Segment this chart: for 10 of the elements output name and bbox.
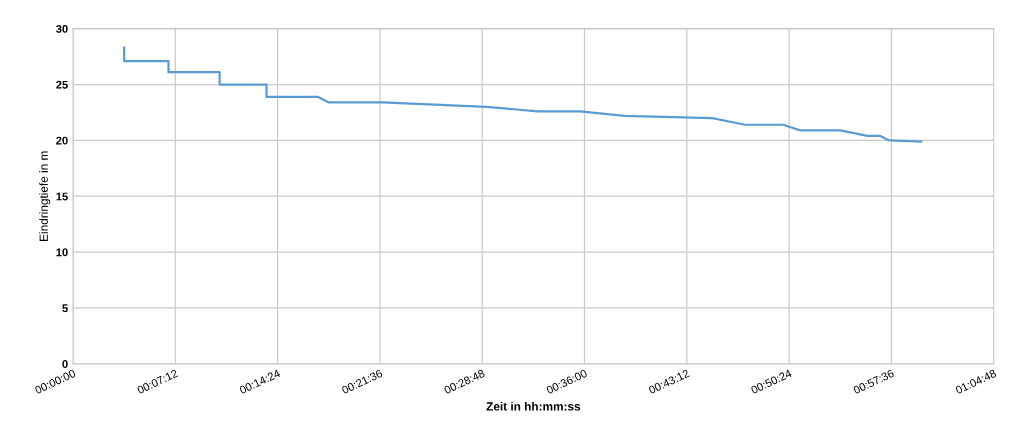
y-tick-label: 30	[56, 24, 68, 33]
x-axis-title: Zeit in hh:mm:ss	[486, 401, 581, 411]
y-tick-label: 20	[56, 136, 68, 145]
y-tick-label: 15	[56, 192, 68, 201]
line-series	[123, 46, 923, 143]
y-tick-label: 5	[62, 304, 68, 313]
y-tick-label: 0	[62, 360, 68, 368]
y-axis-title: Eindringtiefe in m	[39, 151, 51, 241]
y-tick-label: 10	[56, 248, 68, 257]
y-tick-label: 25	[56, 80, 68, 89]
